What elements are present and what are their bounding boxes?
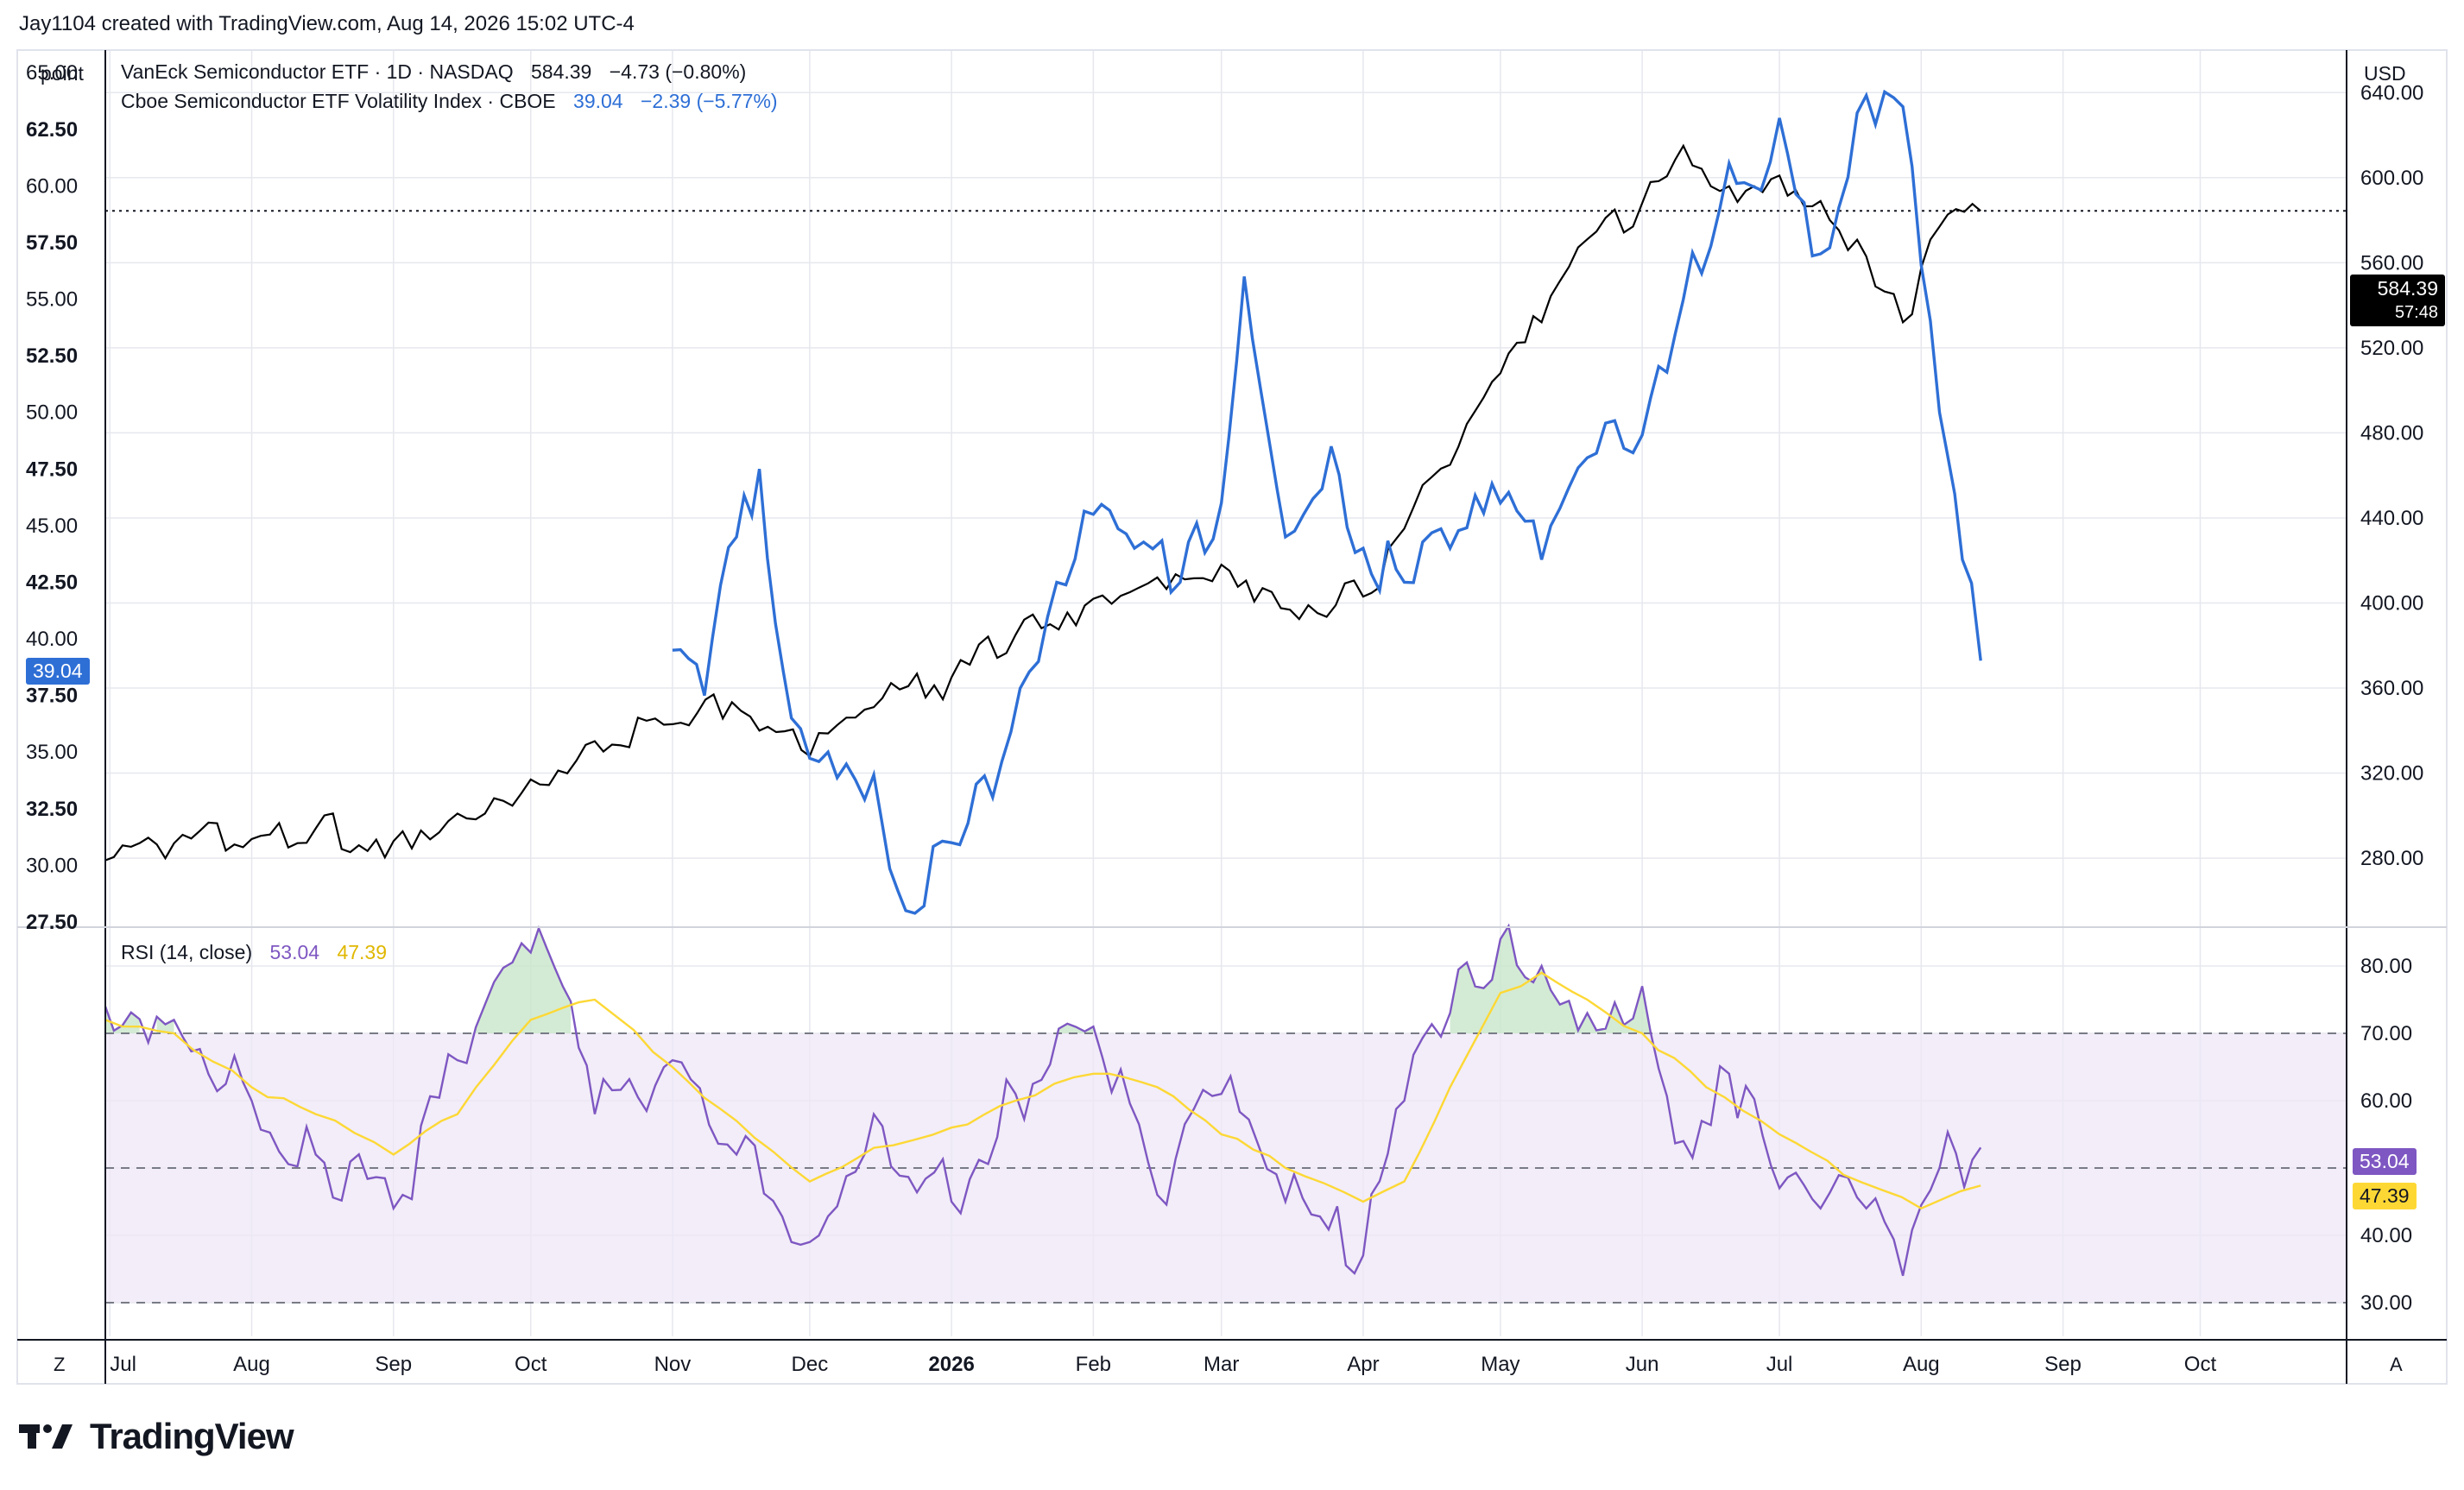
brand-name: TradingView <box>90 1416 294 1456</box>
time-tick-label: Mar <box>1204 1353 1239 1376</box>
time-tick-label: Sep <box>2044 1353 2082 1376</box>
rsi-tick-label: 70.00 <box>2360 1022 2412 1045</box>
time-tick-label: Jul <box>110 1353 136 1376</box>
left-tick-label: 50.00 <box>26 401 78 425</box>
left-tick-label: 52.50 <box>26 344 78 368</box>
time-tick-label: 2026 <box>928 1353 974 1376</box>
left-tick-label: 55.00 <box>26 288 78 312</box>
time-tick-label: Aug <box>233 1353 270 1376</box>
rsi-tick-label: 40.00 <box>2360 1224 2412 1247</box>
auto-scale-a-button[interactable]: A <box>2390 1354 2403 1375</box>
left-tick-label: 57.50 <box>26 231 78 255</box>
right-tick-label: 600.00 <box>2360 167 2423 190</box>
left-tick-label: 35.00 <box>26 741 78 764</box>
time-tick-label: Sep <box>375 1353 412 1376</box>
legend-rsi-value: 53.04 <box>269 941 320 963</box>
smh-price-line <box>104 143 1981 862</box>
left-tick-label: 60.00 <box>26 174 78 198</box>
time-tick-label: Oct <box>2184 1353 2217 1376</box>
right-price-scale[interactable]: 280.00 320.00 360.00 400.00 440.00 480.00 520.… <box>2360 81 2423 870</box>
rsi-ma-badge: 47.39 <box>2353 1183 2417 1209</box>
axes-layer <box>16 49 2448 1385</box>
left-scale-unit[interactable]: point <box>41 62 84 85</box>
vxsmh-line <box>672 89 1982 915</box>
time-tick-label: Aug <box>1903 1353 1940 1376</box>
legend-vxsmh-value: 39.04 <box>573 90 623 112</box>
right-tick-label: 320.00 <box>2360 762 2423 786</box>
price-badge-value: 584.39 <box>2377 277 2438 300</box>
rsi-overbought-area <box>1450 925 1651 1033</box>
right-scale-currency[interactable]: USD <box>2364 62 2406 85</box>
chart-credit: Jay1104 created with TradingView.com, Au… <box>19 12 635 35</box>
time-tick-label: Feb <box>1076 1353 1111 1376</box>
legend-vxsmh[interactable]: Cboe Semiconductor ETF Volatility Index … <box>121 90 790 113</box>
legend-rsi-name: RSI (14, close) <box>121 941 253 963</box>
right-tick-label: 360.00 <box>2360 677 2423 700</box>
time-tick-label: Nov <box>654 1353 692 1376</box>
right-tick-label: 560.00 <box>2360 251 2423 275</box>
left-tick-label: 47.50 <box>26 458 78 481</box>
series-layer <box>104 89 1982 1277</box>
legend-rsi[interactable]: RSI (14, close) 53.04 47.39 <box>121 941 399 964</box>
legend-smh-value: 584.39 <box>531 60 592 83</box>
left-tick-label: 40.00 <box>26 628 78 651</box>
time-tick-label: Jun <box>1626 1353 1659 1376</box>
right-tick-label: 520.00 <box>2360 337 2423 360</box>
legend-smh[interactable]: VanEck Semiconductor ETF · 1D · NASDAQ 5… <box>121 60 758 84</box>
rsi-tick-label: 80.00 <box>2360 955 2412 978</box>
legend-smh-change: −4.73 (−0.80%) <box>609 60 747 83</box>
left-tick-label: 65.00 <box>26 61 78 85</box>
time-tick-label: Oct <box>515 1353 547 1376</box>
legend-vxsmh-name: Cboe Semiconductor ETF Volatility Index … <box>121 90 556 112</box>
left-tick-label: 45.00 <box>26 515 78 538</box>
rsi-tick-label: 30.00 <box>2360 1291 2412 1315</box>
rsi-badge: 53.04 <box>2353 1148 2417 1175</box>
time-tick-label: Dec <box>792 1353 829 1376</box>
legend-vxsmh-change: −2.39 (−5.77%) <box>641 90 778 112</box>
right-tick-label: 480.00 <box>2360 421 2423 445</box>
tradingview-logo-icon <box>19 1424 73 1449</box>
rsi-band-lines <box>105 1032 2347 1304</box>
left-tick-label: 37.50 <box>26 685 78 708</box>
vix-badge: 39.04 <box>26 658 90 685</box>
time-tick-label: May <box>1481 1353 1519 1376</box>
legend-rsi-ma: 47.39 <box>337 941 388 963</box>
brand-logo[interactable]: TradingView <box>19 1416 294 1457</box>
left-tick-label: 27.50 <box>26 911 78 934</box>
rsi-overbought-area <box>476 928 572 1033</box>
auto-scale-z-button[interactable]: Z <box>54 1354 66 1375</box>
right-tick-label: 440.00 <box>2360 507 2423 530</box>
left-price-scale[interactable]: 27.50 30.00 32.50 35.00 37.50 40.00 42.50 45.00… <box>26 61 78 934</box>
chart-frame <box>16 49 2448 1385</box>
legend-smh-name: VanEck Semiconductor ETF · 1D · NASDAQ <box>121 60 514 83</box>
rsi-line <box>104 923 1982 1277</box>
rsi-tick-label: 60.00 <box>2360 1089 2412 1113</box>
rsi-ma-line <box>104 971 1981 1210</box>
rsi-overbought-fill <box>105 925 1651 1033</box>
left-tick-label: 30.00 <box>26 854 78 877</box>
countdown-badge: 57:48 <box>2394 303 2438 322</box>
time-axis[interactable]: Jul Aug Sep Oct Nov Dec 2026 Feb Mar Apr May Jun Jul… <box>110 1353 2216 1376</box>
left-tick-label: 62.50 <box>26 118 78 142</box>
price-badge: 584.39 57:48 <box>2350 275 2445 326</box>
time-tick-label: Jul <box>1766 1353 1793 1376</box>
right-tick-label: 640.00 <box>2360 81 2423 104</box>
left-tick-label: 32.50 <box>26 798 78 821</box>
rsi-overbought-area <box>1058 1023 1094 1033</box>
right-tick-label: 280.00 <box>2360 847 2423 870</box>
time-tick-label: Apr <box>1347 1353 1379 1376</box>
left-tick-label: 42.50 <box>26 571 78 594</box>
right-tick-label: 400.00 <box>2360 591 2423 615</box>
